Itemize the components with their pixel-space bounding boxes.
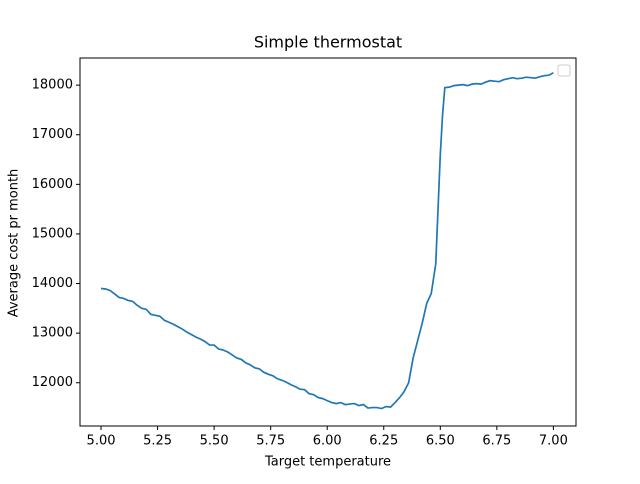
x-tick-label: 5.25 xyxy=(143,434,172,449)
plot-frame xyxy=(79,57,577,427)
x-tick-label: 6.75 xyxy=(482,434,511,449)
legend-box xyxy=(557,64,571,77)
x-tick-label: 5.50 xyxy=(200,434,229,449)
chart-title: Simple thermostat xyxy=(254,33,402,52)
x-tick-label: 5.75 xyxy=(256,434,285,449)
y-tick-label: 16000 xyxy=(32,177,73,192)
y-tick-label: 12000 xyxy=(32,375,73,390)
y-tick-label: 18000 xyxy=(32,78,73,93)
x-tick-label: 5.00 xyxy=(87,434,116,449)
y-tick-label: 13000 xyxy=(32,326,73,341)
x-tick-label: 7.00 xyxy=(539,434,568,449)
y-tick-label: 14000 xyxy=(32,276,73,291)
y-axis-label: Average cost pr month xyxy=(7,169,22,318)
line-series xyxy=(100,71,554,410)
y-tick-label: 17000 xyxy=(32,127,73,142)
y-tick-label: 15000 xyxy=(32,226,73,241)
x-tick-label: 6.50 xyxy=(426,434,455,449)
x-axis-label: Target temperature xyxy=(264,455,391,470)
x-tick-label: 6.25 xyxy=(369,434,398,449)
x-tick-label: 6.00 xyxy=(313,434,342,449)
